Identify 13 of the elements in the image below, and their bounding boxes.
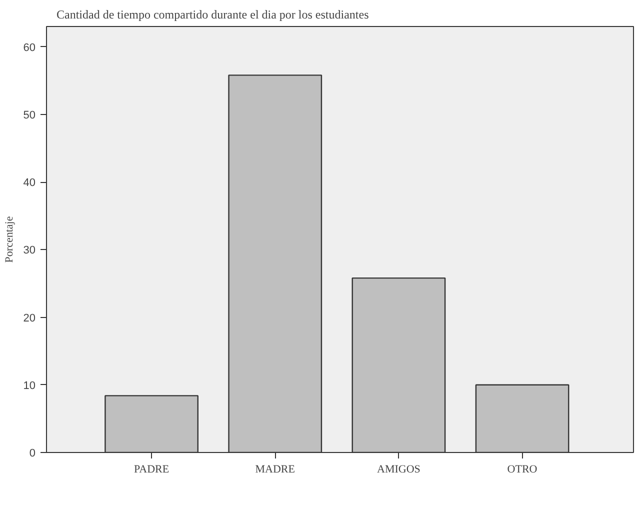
x-tick-label: MADRE: [255, 464, 296, 476]
x-tick-label: PADRE: [134, 464, 170, 476]
y-tick-label: 10: [23, 380, 36, 392]
x-tick-label: OTRO: [507, 464, 538, 476]
y-tick-label: 0: [29, 448, 36, 460]
y-tick-label: 50: [23, 109, 36, 122]
chart-title: Cantidad de tiempo compartido durante el dia por los estudiantes: [56, 8, 370, 22]
y-tick-label: 40: [23, 177, 36, 190]
y-tick-label: 30: [23, 244, 36, 257]
y-tick-label: 60: [23, 42, 36, 54]
y-tick-label: 20: [23, 312, 36, 324]
y-axis-title: Porcentaje: [3, 216, 16, 263]
x-tick-label: AMIGOS: [377, 464, 420, 476]
